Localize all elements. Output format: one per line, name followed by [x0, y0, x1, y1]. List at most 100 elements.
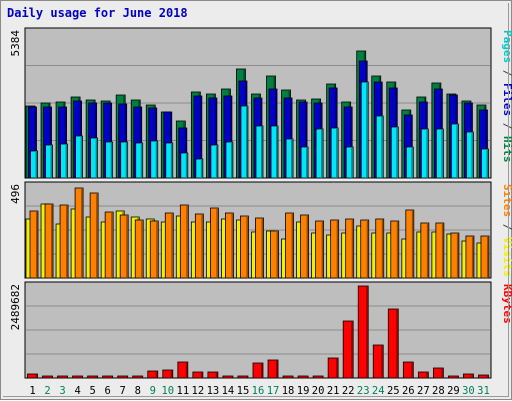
bar-shade	[302, 223, 305, 277]
bar	[103, 102, 113, 179]
x-tick-label: 8	[135, 385, 141, 397]
bar	[255, 217, 264, 279]
bar-shade	[185, 363, 188, 377]
bar	[405, 146, 414, 179]
x-tick-label: 30	[462, 385, 475, 397]
bar-shade	[288, 91, 291, 177]
bar-shade	[92, 218, 94, 277]
bar	[360, 81, 369, 179]
bar-shade	[138, 101, 140, 177]
bar-shade	[381, 346, 383, 377]
bar-shade	[422, 233, 425, 277]
bar	[255, 125, 264, 179]
bar	[418, 101, 428, 179]
bar	[221, 218, 230, 279]
panel-visits-sites: 496 Sites / Visits	[9, 181, 512, 279]
x-tick-label: 25	[387, 385, 400, 397]
bar-shade	[455, 96, 457, 177]
bar	[115, 210, 125, 279]
panel-background	[24, 281, 492, 379]
bar-shade	[392, 234, 395, 277]
bar	[480, 235, 490, 279]
bar	[190, 91, 201, 179]
bar-shade	[486, 376, 488, 377]
bar	[70, 208, 80, 279]
bar	[135, 142, 144, 179]
bar-shade	[380, 83, 382, 177]
bar-shade	[381, 117, 383, 177]
bar-shade	[152, 220, 154, 277]
bar	[27, 373, 38, 379]
bar	[268, 88, 278, 179]
bar	[60, 143, 68, 179]
bar-shade	[198, 93, 200, 177]
bar-shade	[50, 146, 53, 177]
x-tick-label: 20	[312, 385, 325, 397]
bar	[464, 102, 473, 179]
bar-shade	[96, 194, 98, 277]
bar	[252, 362, 264, 379]
y-max-label: 2489682	[9, 284, 22, 330]
bar-shade	[425, 103, 427, 177]
bar	[403, 114, 413, 179]
legend-entry: Hits	[501, 136, 512, 163]
bar-shade	[483, 106, 486, 177]
bar-shade	[378, 77, 381, 177]
bar	[55, 101, 66, 179]
x-tick-label: 22	[342, 385, 355, 397]
bar-shade	[95, 139, 98, 177]
bar-shade	[410, 116, 412, 177]
bar	[133, 106, 143, 179]
bar	[222, 375, 234, 379]
series-kbytes	[27, 285, 489, 379]
series-pages	[30, 81, 489, 179]
bar	[431, 231, 441, 279]
bar-shade	[168, 113, 170, 177]
bar-shade	[47, 205, 49, 277]
bar-shade	[423, 98, 426, 177]
bar-shade	[107, 223, 109, 277]
bar-shade	[275, 90, 277, 177]
series-legend: Sites / Visits	[501, 184, 512, 277]
bar	[58, 106, 67, 179]
bar-shade	[437, 233, 440, 277]
bar	[100, 221, 110, 279]
panel-background	[24, 27, 492, 179]
bar-shade	[365, 62, 367, 177]
bar-shade	[441, 224, 444, 277]
bar	[328, 87, 338, 179]
bar	[270, 230, 279, 279]
bar	[435, 128, 444, 179]
bar-shade	[170, 371, 173, 377]
bar-shade	[426, 130, 428, 177]
bar-shade	[228, 90, 230, 177]
legend-entry: Pages	[501, 30, 512, 63]
bar	[300, 146, 309, 179]
bar	[28, 106, 37, 179]
bar	[29, 210, 39, 279]
bar-shade	[111, 213, 113, 277]
bar	[448, 375, 459, 379]
bar-shade	[32, 220, 34, 277]
bar-shade	[363, 52, 366, 177]
bar	[145, 104, 156, 179]
x-tick-label: 15	[237, 385, 250, 397]
bar-shade	[351, 148, 353, 177]
bar-shade	[186, 206, 188, 277]
bar	[72, 375, 83, 379]
x-tick-label: 13	[207, 385, 220, 397]
bar	[205, 221, 215, 279]
bar-shade	[80, 137, 83, 177]
legend-entry: Visits	[501, 237, 512, 277]
bar-shade	[201, 215, 203, 277]
bar	[132, 375, 144, 379]
bar-shade	[245, 107, 248, 177]
bar	[225, 212, 234, 279]
bar-shade	[260, 364, 263, 377]
y-max-label: 496	[9, 184, 22, 204]
chart-title: Daily usage for June 2018	[7, 6, 188, 20]
bar	[433, 88, 443, 179]
bar-shade	[470, 104, 472, 177]
bar-shade	[426, 224, 429, 277]
bar-shade	[290, 99, 292, 177]
